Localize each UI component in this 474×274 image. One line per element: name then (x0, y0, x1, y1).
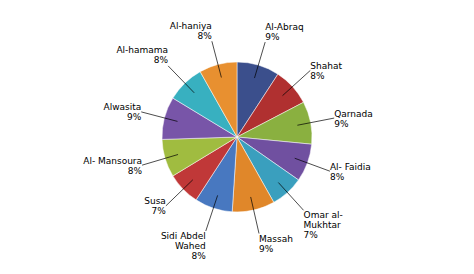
pie: Al-Abraq9%Shahat8%Qarnada9%Al- Faidia8%O… (83, 21, 373, 261)
data-label: 9% (127, 112, 142, 122)
leader-line (141, 112, 177, 122)
slice-label: Al-haniya (170, 21, 212, 31)
slice-label: Alwasita (103, 102, 141, 112)
data-label: 8% (192, 251, 207, 261)
slice-label: Qarnada (334, 109, 373, 119)
slice-label: Omar al-Mukhtar (304, 210, 343, 230)
slice-label: Al- Faidia (330, 162, 371, 172)
leader-line (251, 197, 259, 234)
slice-label: Al-Abraq (265, 22, 304, 32)
leader-line (297, 118, 334, 125)
data-label: 9% (334, 119, 349, 129)
slice-label: Shahat (310, 61, 342, 71)
data-label: 9% (259, 244, 274, 254)
slice-label: Massah (259, 234, 293, 244)
data-label: 8% (154, 55, 169, 65)
leader-line (166, 180, 193, 206)
chart: Al-Abraq9%Shahat8%Qarnada9%Al- Faidia8%O… (0, 0, 474, 274)
slices (162, 62, 312, 212)
leader-line (142, 154, 178, 165)
slice-label: Sidi AbdelWahed (161, 231, 206, 251)
leader-line (168, 66, 194, 93)
slice (200, 62, 237, 137)
data-label: 9% (265, 32, 280, 42)
slice (162, 137, 237, 176)
leader-line (278, 183, 303, 211)
data-label: 8% (198, 31, 213, 41)
slice-label: Al-hamama (116, 45, 168, 55)
leader-line (295, 158, 330, 171)
labels: Al-Abraq9%Shahat8%Qarnada9%Al- Faidia8%O… (83, 21, 373, 261)
data-label: 7% (304, 230, 319, 240)
data-label: 8% (310, 71, 325, 81)
slice (232, 137, 274, 212)
data-label: 8% (128, 166, 143, 176)
leader-line (212, 41, 222, 77)
slice-label: Al- Mansoura (83, 156, 142, 166)
leader-line (283, 70, 311, 95)
data-label: 8% (330, 172, 345, 182)
leader-line (206, 195, 218, 231)
leader-line (254, 42, 265, 78)
data-label: 7% (152, 206, 167, 216)
slice-label: Susa (144, 196, 166, 206)
